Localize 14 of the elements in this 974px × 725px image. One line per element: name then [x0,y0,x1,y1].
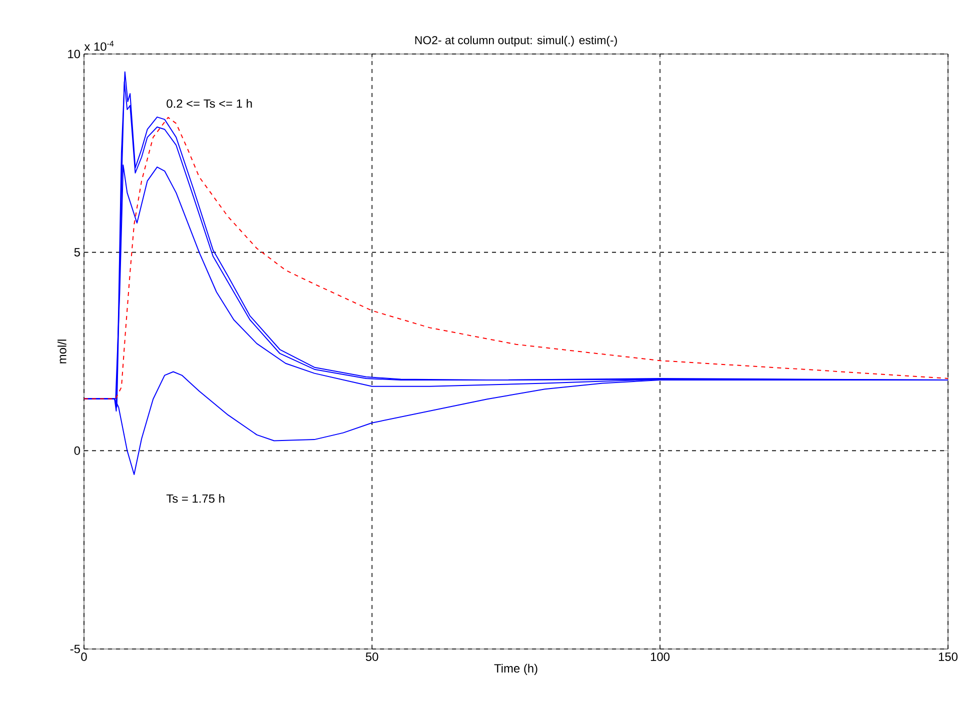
x-tick-label: 150 [938,652,958,661]
annotation: Ts = 1.75 h [166,494,224,503]
y-axis-title: mol/l [58,340,66,364]
y-tick-label: 0 [74,446,80,455]
y-tick-label: -5 [70,644,80,654]
y-tick-label: 10 [68,50,80,58]
y-tick-label: 5 [74,248,80,256]
annotation: 0.2 <= Ts <= 1 h [166,99,252,108]
x-tick-label: 0 [81,652,87,661]
x-tick-label: 50 [366,652,378,661]
chart-title: NO2- at column output: simul(.) estim(-) [415,36,617,46]
text: x 10$^{-4}$ [84,40,114,51]
x-tick-label: 100 [650,652,670,661]
x-axis-title: Time (h) [494,664,538,675]
